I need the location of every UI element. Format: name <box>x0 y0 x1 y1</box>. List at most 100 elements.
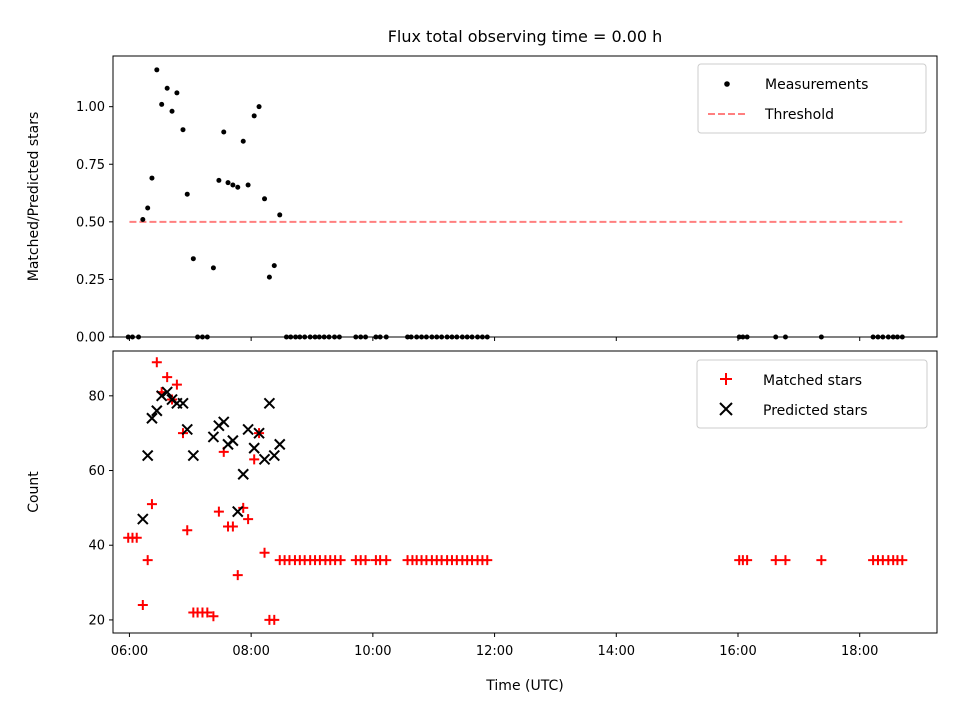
matched-point <box>897 555 908 566</box>
predicted-point <box>237 468 249 480</box>
measurement-point <box>221 129 227 135</box>
predicted-point <box>151 405 163 417</box>
matched-point <box>335 555 346 566</box>
matched-point <box>780 555 791 566</box>
y-tick-label: 0.50 <box>76 215 105 230</box>
predicted-point <box>227 434 239 447</box>
matched-point <box>482 555 493 566</box>
legend: Matched stars Predicted stars <box>696 359 928 429</box>
matched-point <box>269 614 280 625</box>
y-tick-label: 20 <box>88 613 105 628</box>
legend-marker-matched <box>720 373 732 385</box>
chart-title: Flux total observing time = 0.00 h <box>388 27 663 46</box>
measurement-point <box>154 67 160 73</box>
matched-point <box>131 532 142 543</box>
matched-point <box>142 555 153 566</box>
matched-point <box>238 502 249 513</box>
axes-frame <box>112 55 938 338</box>
x-tick-label: 06:00 <box>111 644 148 659</box>
predicted-point <box>242 423 254 436</box>
x-tick-label: 12:00 <box>476 644 513 659</box>
measurement-point <box>190 256 196 262</box>
matched-point <box>137 599 148 610</box>
matched-point <box>171 379 182 390</box>
predicted-point <box>141 449 154 462</box>
matched-point <box>816 555 827 566</box>
x-tick-label: 18:00 <box>841 644 878 659</box>
y-tick-label: 0.25 <box>76 273 105 288</box>
predicted-point <box>263 397 276 409</box>
matched-point <box>151 357 162 368</box>
measurement-point <box>159 101 165 107</box>
measurement-point <box>174 90 180 96</box>
matched-point <box>213 506 224 517</box>
matched-point <box>202 607 213 618</box>
predicted-point <box>146 412 158 424</box>
measurement-point <box>164 85 170 91</box>
legend-box <box>696 359 928 429</box>
legend-label-matched: Matched stars <box>763 373 862 389</box>
matched-point <box>182 525 193 536</box>
legend-marker-predicted <box>719 402 733 416</box>
predicted-point <box>232 505 244 518</box>
predicted-point <box>177 397 189 409</box>
predicted-point <box>218 416 230 428</box>
x-tick-label: 08:00 <box>232 644 269 659</box>
y-tick-label: 0.75 <box>76 158 105 173</box>
predicted-point <box>155 390 168 402</box>
x-tick-label: 10:00 <box>354 644 391 659</box>
predicted-point <box>258 453 271 466</box>
matched-point <box>360 555 371 566</box>
matched-point <box>770 555 781 566</box>
matched-point <box>208 611 219 622</box>
legend-box <box>697 63 927 134</box>
measurement-point <box>145 205 151 211</box>
bottom-plot: 20 40 60 80 06:00 08:00 10:00 12:00 14:00 16:00 18… <box>26 350 938 694</box>
measurement-point <box>140 217 146 223</box>
matched-point <box>162 372 173 383</box>
y-tick-label: 60 <box>88 464 105 479</box>
legend-label-threshold: Threshold <box>764 107 834 123</box>
legend-label-measurements: Measurements <box>765 77 868 93</box>
measurement-point <box>240 138 246 144</box>
measurement-point <box>277 212 283 218</box>
measurement-point <box>245 182 251 188</box>
y-axis-label: Matched/Predicted stars <box>26 112 42 282</box>
x-tick-label: 16:00 <box>719 644 756 659</box>
axes-frame <box>112 350 938 634</box>
predicted-point <box>248 442 260 454</box>
measurement-point <box>180 127 186 133</box>
measurement-point <box>235 184 241 190</box>
legend-marker-measurements <box>724 81 730 87</box>
y-tick-label: 0.00 <box>76 331 105 346</box>
predicted-point <box>274 438 286 451</box>
predicted-point <box>187 449 200 462</box>
predicted-point <box>268 449 280 462</box>
predicted-point <box>181 423 193 436</box>
measurement-point <box>262 196 268 202</box>
measurement-point <box>225 180 231 186</box>
y-tick-label: 80 <box>88 389 105 404</box>
y-tick-label: 1.00 <box>76 100 105 115</box>
legend: Measurements Threshold <box>697 63 927 134</box>
legend-label-predicted: Predicted stars <box>763 403 868 419</box>
matched-point <box>146 499 157 510</box>
matched-point <box>243 514 254 525</box>
predicted-point <box>253 427 265 439</box>
predicted-point <box>137 513 149 525</box>
measurement-point <box>210 265 216 271</box>
top-plot: 0.00 0.25 0.50 0.75 1.00 Matched/Predicted st… <box>26 55 938 346</box>
y-axis-label: Count <box>26 471 42 513</box>
matched-point <box>249 454 260 465</box>
matched-point <box>232 570 243 581</box>
y-tick-label: 40 <box>88 539 105 554</box>
predicted-point <box>161 386 173 398</box>
measurement-point <box>184 191 190 197</box>
matched-point <box>742 555 753 566</box>
predicted-point <box>207 431 220 443</box>
measurement-point <box>251 113 257 119</box>
measurement-point <box>271 263 277 269</box>
matched-point <box>381 555 392 566</box>
measurement-point <box>169 108 175 114</box>
